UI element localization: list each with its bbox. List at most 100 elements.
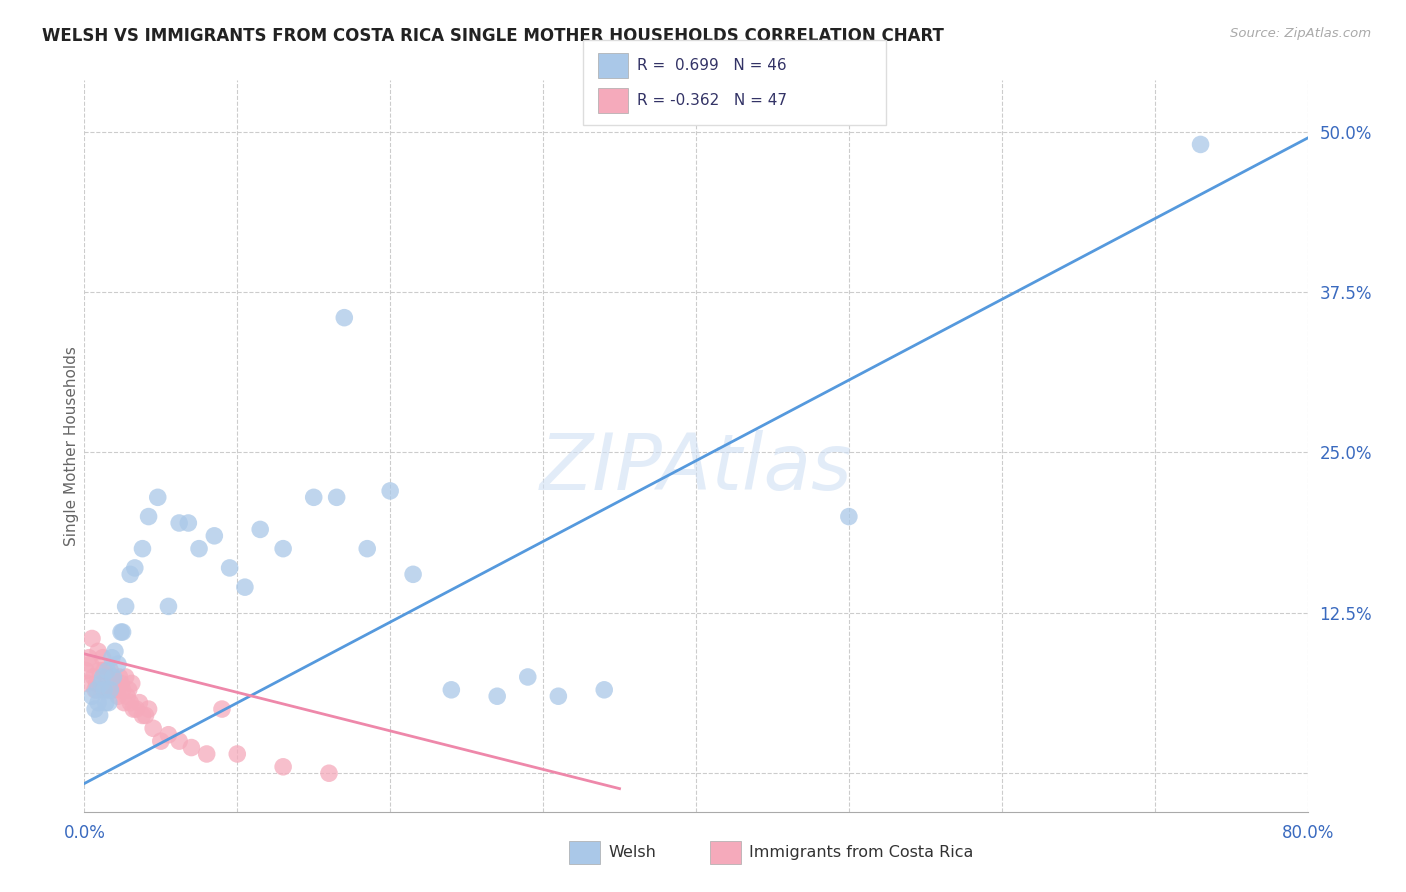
Text: R = -0.362   N = 47: R = -0.362 N = 47 [637, 94, 787, 108]
Point [101, 650, 124, 665]
Point [1189, 137, 1212, 152]
Point [90, 676, 112, 690]
Point [80, 690, 103, 704]
Point [83, 670, 105, 684]
Point [180, 740, 202, 755]
Point [108, 670, 131, 684]
Point [188, 541, 211, 556]
Point [149, 734, 172, 748]
Point [94, 696, 117, 710]
Point [271, 541, 294, 556]
Point [131, 708, 153, 723]
Point [111, 682, 134, 697]
Point [75, 664, 97, 678]
Point [110, 676, 132, 690]
Point [89, 664, 111, 678]
Point [195, 747, 218, 761]
Point [131, 541, 153, 556]
Text: WELSH VS IMMIGRANTS FROM COSTA RICA SINGLE MOTHER HOUSEHOLDS CORRELATION CHART: WELSH VS IMMIGRANTS FROM COSTA RICA SING… [42, 27, 943, 45]
Text: Source: ZipAtlas.com: Source: ZipAtlas.com [1230, 27, 1371, 40]
Point [97, 682, 120, 697]
Point [402, 567, 425, 582]
Point [98, 682, 121, 697]
Point [112, 696, 135, 710]
Point [86, 682, 108, 697]
Point [249, 523, 271, 537]
Y-axis label: Single Mother Households: Single Mother Households [63, 346, 79, 546]
Point [380, 483, 402, 498]
Point [77, 650, 100, 665]
Point [226, 747, 249, 761]
Point [325, 491, 347, 505]
Point [318, 766, 340, 780]
Point [79, 657, 101, 672]
Point [97, 696, 120, 710]
Point [115, 690, 138, 704]
Text: Immigrants from Costa Rica: Immigrants from Costa Rica [749, 846, 974, 860]
Point [90, 682, 112, 697]
Point [84, 682, 107, 697]
Point [91, 670, 114, 684]
Point [167, 734, 190, 748]
Point [96, 664, 118, 678]
Point [122, 702, 145, 716]
Point [124, 561, 146, 575]
Point [271, 760, 294, 774]
Point [91, 650, 114, 665]
Point [103, 670, 125, 684]
Point [98, 664, 121, 678]
Point [356, 541, 378, 556]
Point [80, 632, 103, 646]
Point [76, 676, 98, 690]
Point [302, 491, 325, 505]
Point [107, 657, 129, 672]
Point [104, 644, 127, 658]
Point [167, 516, 190, 530]
Point [86, 676, 108, 690]
Point [157, 728, 180, 742]
Point [96, 670, 118, 684]
Point [177, 516, 200, 530]
Point [103, 682, 125, 697]
Text: ZIPAtlas: ZIPAtlas [540, 430, 852, 506]
Point [838, 509, 860, 524]
Point [89, 708, 111, 723]
Point [93, 682, 115, 697]
Point [93, 664, 115, 678]
Point [333, 310, 356, 325]
Point [233, 580, 256, 594]
Point [114, 599, 136, 614]
Point [118, 682, 141, 697]
Point [138, 702, 160, 716]
Point [128, 696, 150, 710]
Point [211, 702, 233, 716]
Point [486, 690, 509, 704]
Point [110, 625, 132, 640]
Point [87, 644, 110, 658]
Point [121, 676, 143, 690]
Point [146, 491, 169, 505]
Point [104, 676, 127, 690]
Point [125, 702, 148, 716]
Point [120, 696, 142, 710]
Point [84, 702, 107, 716]
Text: Welsh: Welsh [609, 846, 657, 860]
Point [105, 682, 128, 697]
Point [107, 690, 129, 704]
Point [135, 708, 157, 723]
Point [138, 509, 160, 524]
Point [87, 696, 110, 710]
Text: R =  0.699   N = 46: R = 0.699 N = 46 [637, 58, 786, 72]
Point [111, 625, 134, 640]
Point [516, 670, 538, 684]
Point [440, 682, 463, 697]
Point [218, 561, 240, 575]
Point [157, 599, 180, 614]
Point [94, 682, 117, 697]
Point [593, 682, 616, 697]
Point [101, 670, 124, 684]
Point [547, 690, 569, 704]
Point [114, 670, 136, 684]
Point [202, 529, 225, 543]
Point [142, 721, 165, 735]
